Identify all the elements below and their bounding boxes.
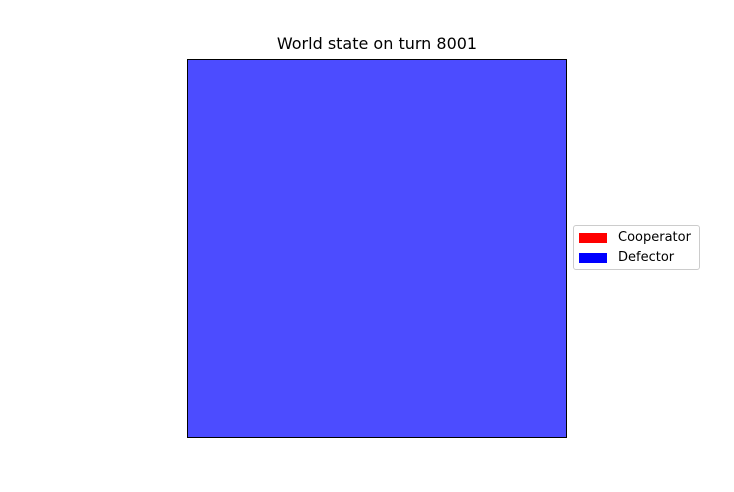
legend-label-cooperator: Cooperator [618,230,691,245]
legend-item-cooperator: Cooperator [579,230,691,246]
legend-item-defector: Defector [579,250,674,266]
plot-area [187,59,567,438]
legend-swatch-cooperator [579,233,607,243]
chart-title: World state on turn 8001 [276,34,478,53]
grid-cell-defector [188,60,566,437]
legend-label-defector: Defector [618,250,675,265]
legend-swatch-defector [579,253,607,263]
world-grid [188,60,566,437]
legend: Cooperator Defector [573,225,700,270]
